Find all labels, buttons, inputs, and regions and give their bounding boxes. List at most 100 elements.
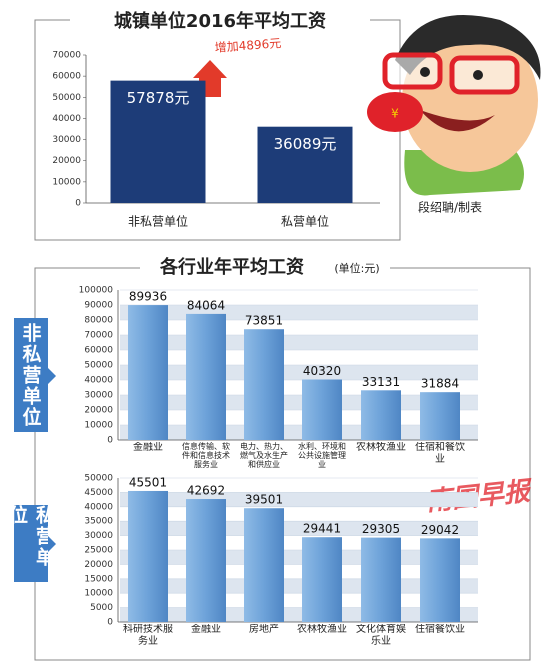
value-label: 42692: [187, 484, 225, 498]
y-tick-label: 15000: [84, 574, 113, 584]
bar: [244, 329, 284, 440]
y-tick-label: 20000: [84, 406, 113, 416]
y-tick-label: 0: [75, 199, 81, 209]
x-tick-label: 信息传输、软件和信息技术服务业: [182, 442, 230, 470]
y-tick-label: 50000: [52, 93, 81, 103]
value-label: 31884: [421, 377, 459, 391]
y-tick-label: 35000: [84, 517, 113, 527]
bar: [186, 499, 226, 622]
y-tick-label: 20000: [84, 560, 113, 570]
value-label: 29441: [303, 522, 341, 536]
y-tick-label: 45000: [84, 488, 113, 498]
x-tick-label-wrap: 金融业: [191, 624, 221, 635]
x-tick-label-wrap: 住宿餐饮业: [415, 624, 465, 635]
y-tick-label: 0: [107, 618, 113, 628]
bar: [302, 537, 342, 622]
x-tick-label: 金融业: [191, 624, 221, 635]
credit: 段绍聃/制表: [418, 200, 482, 215]
y-tick-label: 40000: [52, 114, 81, 124]
value-label: 29042: [421, 523, 459, 537]
x-tick-label-wrap: 电力、热力、燃气及水生产和供应业: [240, 442, 288, 470]
x-tick-label: 住宿和餐饮业: [415, 442, 465, 465]
group-box: [14, 318, 56, 432]
group-box: [14, 505, 56, 582]
group-label: 私营单位: [14, 505, 48, 568]
x-tick-label: 私营单位: [281, 214, 329, 229]
chart-title: 各行业年平均工资: [159, 256, 304, 278]
x-tick-label: 电力、热力、燃气及水生产和供应业: [240, 442, 288, 470]
bar: [257, 126, 353, 203]
y-tick-label: 60000: [84, 346, 113, 356]
value-label: 40320: [303, 364, 341, 378]
y-tick-label: 30000: [84, 531, 113, 541]
y-tick-label: 25000: [84, 546, 113, 556]
x-tick-label: 科研技术服务业: [123, 624, 173, 647]
y-tick-label: 70000: [84, 331, 113, 341]
x-tick-label-wrap: 农林牧渔业: [297, 624, 347, 635]
y-tick-label: 20000: [52, 156, 81, 166]
chart-title: 城镇单位2016年平均工资: [114, 10, 326, 32]
value-label: 29305: [362, 522, 400, 536]
y-tick-label: 40000: [84, 502, 113, 512]
y-tick-label: 10000: [84, 589, 113, 599]
x-tick-label: 房地产: [249, 624, 279, 635]
x-tick-label: 农林牧渔业: [356, 442, 406, 453]
x-tick-label-wrap: 文化体育娱乐业: [356, 624, 406, 647]
y-tick-label: 90000: [84, 301, 113, 311]
x-tick-label: 水利、环境和公共设施管理业: [298, 442, 346, 470]
x-tick-label-wrap: 水利、环境和公共设施管理业: [298, 442, 346, 470]
x-tick-label-wrap: 住宿和餐饮业: [415, 442, 465, 465]
value-label: 36089元: [274, 135, 337, 153]
y-tick-label: 40000: [84, 376, 113, 386]
bar: [361, 390, 401, 440]
x-tick-label: 农林牧渔业: [297, 624, 347, 635]
x-tick-label: 住宿餐饮业: [415, 624, 465, 635]
bar: [128, 305, 168, 440]
bar: [302, 379, 342, 440]
y-tick-label: 0: [107, 436, 113, 446]
title-bg: [140, 255, 390, 281]
y-tick-label: 30000: [52, 135, 81, 145]
bar: [420, 392, 460, 440]
bar: [110, 80, 206, 203]
y-tick-label: 30000: [84, 391, 113, 401]
bar: [420, 538, 460, 622]
grid-band: [120, 335, 478, 350]
y-tick-label: 10000: [84, 421, 113, 431]
grid-band: [120, 305, 478, 320]
value-label: 39501: [245, 493, 283, 507]
value-label: 57878元: [127, 89, 190, 107]
y-tick-label: 70000: [52, 51, 81, 61]
x-tick-label-wrap: 科研技术服务业: [123, 624, 173, 647]
y-tick-label: 5000: [90, 603, 113, 613]
bar: [186, 313, 226, 440]
x-tick-label: 金融业: [133, 442, 163, 453]
x-tick-label-wrap: 信息传输、软件和信息技术服务业: [182, 442, 230, 470]
value-label: 89936: [129, 290, 167, 304]
group-label-wrap: 非私营单位: [19, 322, 42, 428]
unit-label: (单位:元): [334, 261, 379, 275]
bar: [128, 490, 168, 622]
x-tick-label: 文化体育娱乐业: [356, 624, 406, 647]
title-bg: [70, 8, 370, 34]
annotation: 增加4896元: [214, 36, 281, 55]
cartoon: ¥: [367, 15, 541, 196]
y-tick-label: 60000: [52, 72, 81, 82]
svg-text:¥: ¥: [391, 107, 399, 121]
bar: [244, 508, 284, 622]
y-tick-label: 10000: [52, 177, 81, 187]
x-tick-label: 非私营单位: [128, 214, 188, 229]
bar: [361, 537, 401, 622]
y-tick-label: 50000: [84, 474, 113, 484]
x-tick-label-wrap: 房地产: [249, 624, 279, 635]
value-label: 73851: [245, 314, 283, 328]
group-label: 非私营单位: [19, 322, 42, 428]
y-tick-label: 80000: [84, 316, 113, 326]
group-label-wrap: 私营单位: [14, 505, 48, 568]
x-tick-label-wrap: 金融业: [133, 442, 163, 453]
y-tick-label: 50000: [84, 361, 113, 371]
value-label: 33131: [362, 375, 400, 389]
value-label: 84064: [187, 298, 225, 312]
